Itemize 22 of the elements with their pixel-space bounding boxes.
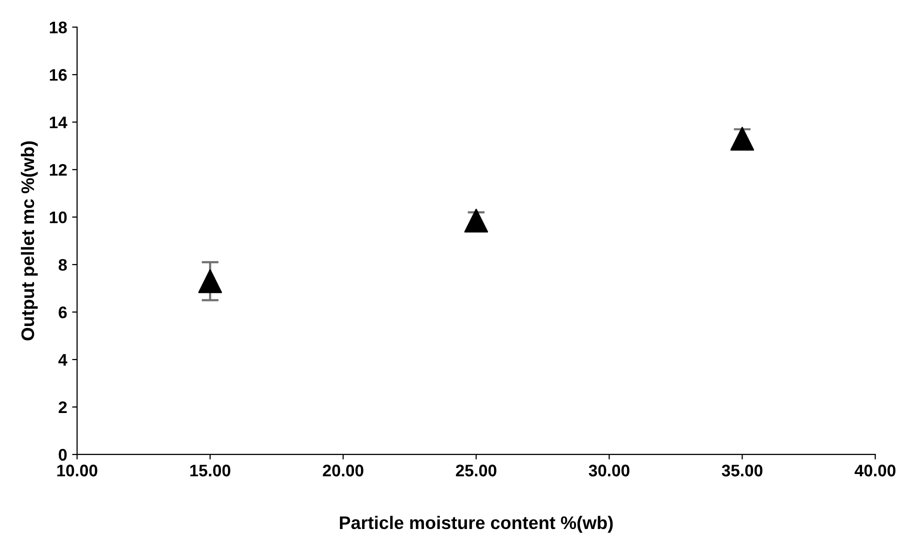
x-tick-label: 10.00 xyxy=(57,464,98,476)
y-tick-label: 2 xyxy=(58,401,67,414)
point xyxy=(198,269,222,294)
x-tick-label: 30.00 xyxy=(588,464,630,476)
y-tick-label: 0 xyxy=(58,448,67,461)
point xyxy=(730,126,754,151)
y-tick-label: 18 xyxy=(50,22,67,34)
y-tick-label: 16 xyxy=(50,69,67,81)
y-tick-label: 10 xyxy=(50,211,67,224)
y-tick-label: 14 xyxy=(50,116,68,128)
y-tick-label: 12 xyxy=(50,164,67,176)
x-tick-label: 25.00 xyxy=(456,464,496,476)
x-axis-title: Particle moisture content %(wb) xyxy=(340,516,613,533)
y-tick-label: 4 xyxy=(58,354,68,366)
x-tick-label: 40.00 xyxy=(854,464,896,476)
y-tick-label: 6 xyxy=(58,306,67,318)
point xyxy=(464,208,488,233)
y-axis-title: Output pellet mc %(wb) xyxy=(20,141,38,340)
y-tick-label: 8 xyxy=(58,258,67,271)
x-tick-label: 20.00 xyxy=(322,464,364,476)
x-tick-label: 15.00 xyxy=(190,464,230,476)
x-tick-label: 35.00 xyxy=(722,464,762,476)
